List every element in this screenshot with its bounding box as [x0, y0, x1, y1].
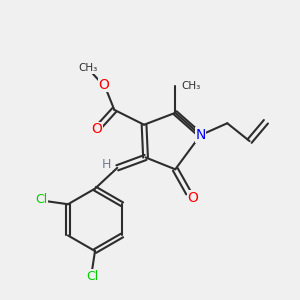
- Text: O: O: [91, 122, 102, 136]
- Text: H: H: [102, 158, 112, 171]
- Text: CH₃: CH₃: [181, 81, 200, 91]
- Text: Cl: Cl: [35, 193, 47, 206]
- Text: O: O: [98, 78, 110, 92]
- Text: CH₃: CH₃: [78, 63, 97, 73]
- Text: O: O: [188, 190, 199, 205]
- Text: Cl: Cl: [86, 270, 98, 283]
- Text: N: N: [195, 128, 206, 142]
